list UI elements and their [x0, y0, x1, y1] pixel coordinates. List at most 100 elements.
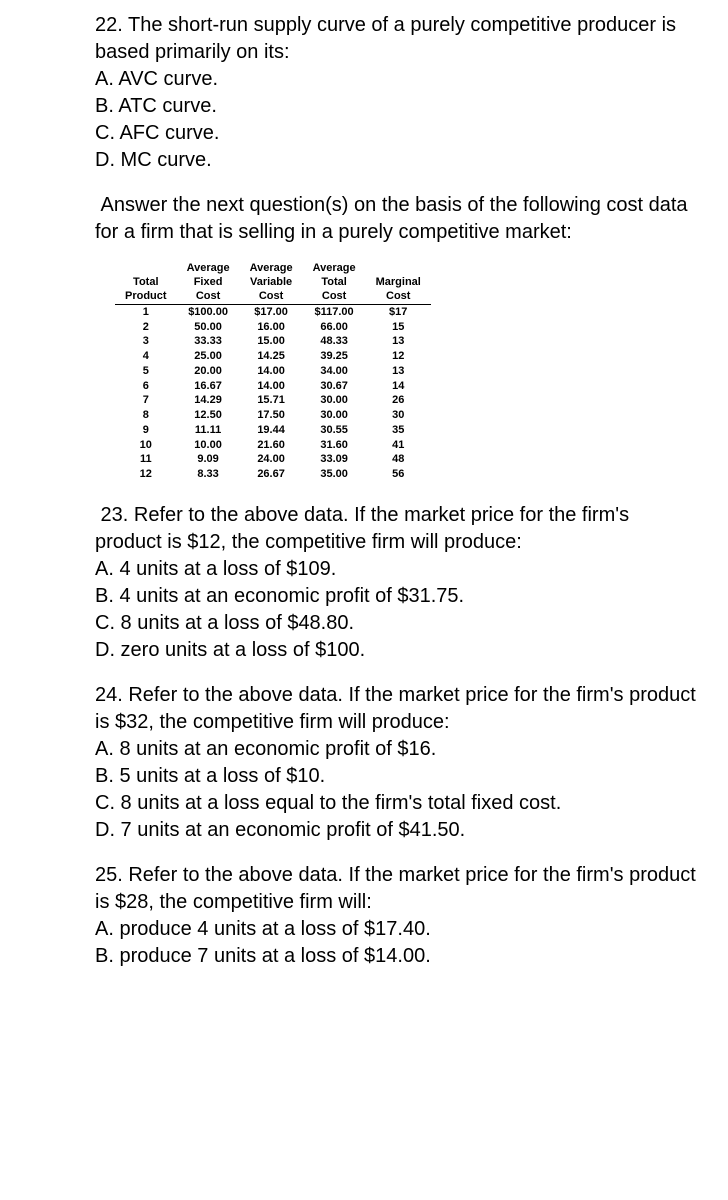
table-row: 128.3326.6735.0056: [115, 468, 431, 483]
q24-stem: 24. Refer to the above data. If the mark…: [95, 682, 698, 736]
table-cell: 19.44: [240, 423, 303, 438]
table-cell: 30.00: [303, 394, 366, 409]
table-cell: $17.00: [240, 305, 303, 320]
table-cell: 14.00: [240, 364, 303, 379]
table-cell: 25.00: [177, 350, 240, 365]
table-row: 911.1119.4430.5535: [115, 423, 431, 438]
table-cell: 35: [366, 423, 431, 438]
table-cell: 2: [115, 320, 177, 335]
table-cell: 8.33: [177, 468, 240, 483]
question-23: 23. Refer to the above data. If the mark…: [95, 502, 698, 664]
table-row: 250.0016.0066.0015: [115, 320, 431, 335]
table-cell: 11.11: [177, 423, 240, 438]
table-cell: 8: [115, 409, 177, 424]
table-cell: 41: [366, 438, 431, 453]
table-row: 812.5017.5030.0030: [115, 409, 431, 424]
q24-option-b: B. 5 units at a loss of $10.: [95, 763, 698, 790]
cost-table-wrap: Average Average Average Total Fixed Vari…: [95, 262, 698, 482]
table-cell: 12: [366, 350, 431, 365]
table-cell: 31.60: [303, 438, 366, 453]
table-row: 714.2915.7130.0026: [115, 394, 431, 409]
cost-table-body: 1$100.00$17.00$117.00$17250.0016.0066.00…: [115, 305, 431, 483]
cost-table: Average Average Average Total Fixed Vari…: [115, 262, 431, 482]
table-cell: 14.00: [240, 379, 303, 394]
table-cell: $117.00: [303, 305, 366, 320]
th-average1: Average: [177, 262, 240, 276]
table-row: 425.0014.2539.2512: [115, 350, 431, 365]
table-cell: 24.00: [240, 453, 303, 468]
table-cell: 33.09: [303, 453, 366, 468]
th-average2: Average: [240, 262, 303, 276]
question-24: 24. Refer to the above data. If the mark…: [95, 682, 698, 844]
table-cell: 33.33: [177, 335, 240, 350]
table-cell: 56: [366, 468, 431, 483]
q22-option-d: D. MC curve.: [95, 147, 698, 174]
table-cell: 30.55: [303, 423, 366, 438]
q24-option-c: C. 8 units at a loss equal to the firm's…: [95, 790, 698, 817]
table-cell: 5: [115, 364, 177, 379]
th-total: Total: [115, 276, 177, 290]
q23-option-b: B. 4 units at an economic profit of $31.…: [95, 583, 698, 610]
table-cell: 14.25: [240, 350, 303, 365]
th-cost4: Cost: [366, 290, 431, 305]
th-marginal: Marginal: [366, 276, 431, 290]
table-cell: 9.09: [177, 453, 240, 468]
q25-option-a: A. produce 4 units at a loss of $17.40.: [95, 916, 698, 943]
table-cell: 13: [366, 364, 431, 379]
table-cell: 4: [115, 350, 177, 365]
table-cell: 17.50: [240, 409, 303, 424]
table-cell: 16.00: [240, 320, 303, 335]
table-row: 119.0924.0033.0948: [115, 453, 431, 468]
table-cell: 26.67: [240, 468, 303, 483]
table-cell: 30: [366, 409, 431, 424]
q23-option-a: A. 4 units at a loss of $109.: [95, 556, 698, 583]
q25-stem: 25. Refer to the above data. If the mark…: [95, 862, 698, 916]
q24-option-d: D. 7 units at an economic profit of $41.…: [95, 817, 698, 844]
table-cell: 48.33: [303, 335, 366, 350]
q23-option-d: D. zero units at a loss of $100.: [95, 637, 698, 664]
q22-option-c: C. AFC curve.: [95, 120, 698, 147]
q23-option-c: C. 8 units at a loss of $48.80.: [95, 610, 698, 637]
q24-option-a: A. 8 units at an economic profit of $16.: [95, 736, 698, 763]
th-blank1: [115, 262, 177, 276]
table-cell: 39.25: [303, 350, 366, 365]
q23-stem: 23. Refer to the above data. If the mark…: [95, 502, 698, 556]
table-cell: 10.00: [177, 438, 240, 453]
th-variable: Variable: [240, 276, 303, 290]
q25-option-b: B. produce 7 units at a loss of $14.00.: [95, 943, 698, 970]
table-cell: 9: [115, 423, 177, 438]
table-cell: 34.00: [303, 364, 366, 379]
th-cost3: Cost: [303, 290, 366, 305]
th-average3: Average: [303, 262, 366, 276]
th-product: Product: [115, 290, 177, 305]
table-cell: 30.67: [303, 379, 366, 394]
table-cell: 20.00: [177, 364, 240, 379]
th-total2: Total: [303, 276, 366, 290]
table-cell: 1: [115, 305, 177, 320]
table-row: 520.0014.0034.0013: [115, 364, 431, 379]
table-cell: $100.00: [177, 305, 240, 320]
q22-stem: 22. The short-run supply curve of a pure…: [95, 12, 698, 66]
table-cell: 26: [366, 394, 431, 409]
table-row: 616.6714.0030.6714: [115, 379, 431, 394]
table-row: 1$100.00$17.00$117.00$17: [115, 305, 431, 320]
table-cell: 15.00: [240, 335, 303, 350]
table-cell: 14: [366, 379, 431, 394]
th-cost1: Cost: [177, 290, 240, 305]
table-cell: 14.29: [177, 394, 240, 409]
table-cell: 21.60: [240, 438, 303, 453]
table-row: 333.3315.0048.3313: [115, 335, 431, 350]
table-cell: 3: [115, 335, 177, 350]
table-cell: 30.00: [303, 409, 366, 424]
table-cell: 10: [115, 438, 177, 453]
table-cell: 66.00: [303, 320, 366, 335]
th-fixed: Fixed: [177, 276, 240, 290]
table-cell: 12: [115, 468, 177, 483]
th-cost2: Cost: [240, 290, 303, 305]
table-cell: 13: [366, 335, 431, 350]
table-cell: 11: [115, 453, 177, 468]
table-row: 1010.0021.6031.6041: [115, 438, 431, 453]
transition-text: Answer the next question(s) on the basis…: [95, 192, 698, 246]
q22-option-a: A. AVC curve.: [95, 66, 698, 93]
table-cell: 12.50: [177, 409, 240, 424]
